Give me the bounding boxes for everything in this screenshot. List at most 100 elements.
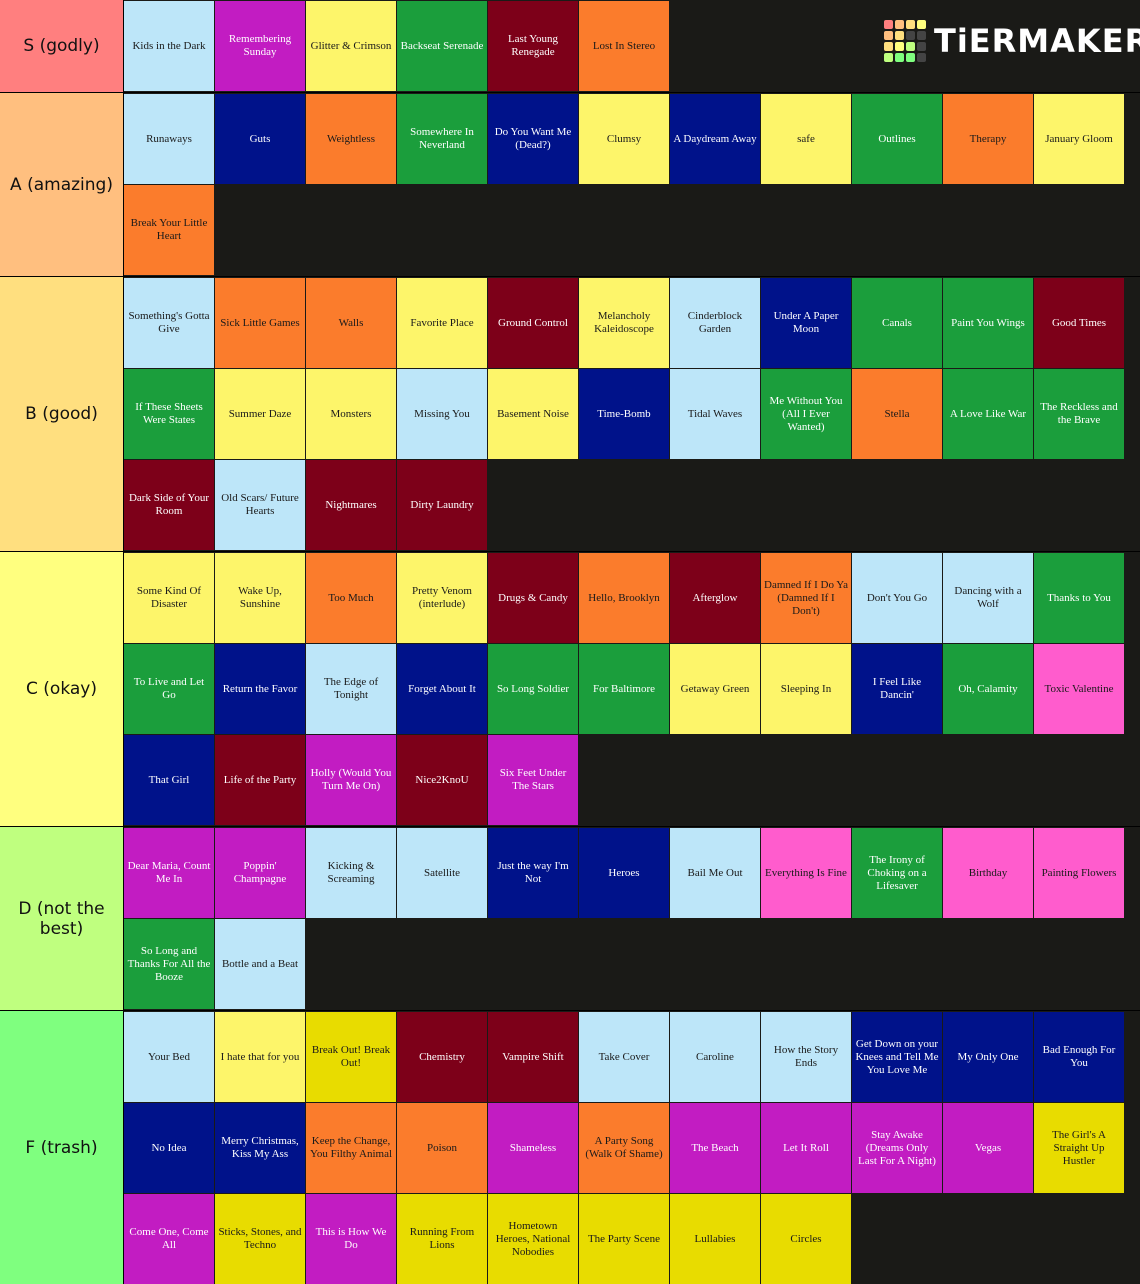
song-tile: The Beach [670,1103,760,1193]
song-tile: Monsters [306,369,396,459]
song-tile: To Live and Let Go [124,644,214,734]
tier-label: C (okay) [0,552,124,826]
song-tile: Just the way I'm Not [488,828,578,918]
song-tile: Everything Is Fine [761,828,851,918]
song-tile: This is How We Do [306,1194,396,1284]
song-tile: Life of the Party [215,735,305,825]
tier-items: Your Bed I hate that for you Break Out! Br… [124,1011,1139,1284]
song-tile: Canals [852,278,942,368]
song-tile: Paint You Wings [943,278,1033,368]
song-tile: Merry Christmas, Kiss My Ass [215,1103,305,1193]
song-tile: Damned If I Do Ya (Damned If I Don't) [761,553,851,643]
song-tile: I Feel Like Dancin' [852,644,942,734]
tier-items: Something's Gotta Give Sick Little Games W… [124,277,1139,551]
tier-row: B (good) Something's Gotta Give Sick Littl… [0,277,1140,552]
song-tile: Let It Roll [761,1103,851,1193]
song-tile: Keep the Change, You Filthy Animal [306,1103,396,1193]
song-tile: Your Bed [124,1012,214,1102]
song-tile: No Idea [124,1103,214,1193]
tier-label: B (good) [0,277,124,551]
song-tile: Bail Me Out [670,828,760,918]
song-tile: Ground Control [488,278,578,368]
song-tile: If These Sheets Were States [124,369,214,459]
song-tile: Outlines [852,94,942,184]
song-tile: Old Scars/ Future Hearts [215,460,305,550]
tier-row: A (amazing) Runaways Guts Weightless Somewhe… [0,93,1140,277]
song-tile: The Girl's A Straight Up Hustler [1034,1103,1124,1193]
song-tile: Get Down on your Knees and Tell Me You L… [852,1012,942,1102]
logo-icon [884,20,926,62]
song-tile: Caroline [670,1012,760,1102]
song-tile: Shameless [488,1103,578,1193]
logo: TiERMAKER [884,20,1140,62]
song-tile: Under A Paper Moon [761,278,851,368]
song-tile: Dirty Laundry [397,460,487,550]
song-tile: Last Young Renegade [488,1,578,91]
song-tile: Lost In Stereo [579,1,669,91]
song-tile: Heroes [579,828,669,918]
song-tile: Break Your Little Heart [124,185,214,275]
tier-items: Some Kind Of Disaster Wake Up, Sunshine To… [124,552,1139,826]
song-tile: Somewhere In Neverland [397,94,487,184]
song-tile: Afterglow [670,553,760,643]
song-tile: Time-Bomb [579,369,669,459]
song-tile: Too Much [306,553,396,643]
song-tile: Drugs & Candy [488,553,578,643]
song-tile: That Girl [124,735,214,825]
song-tile: safe [761,94,851,184]
song-tile: Take Cover [579,1012,669,1102]
song-tile: Vampire Shift [488,1012,578,1102]
song-tile: Running From Lions [397,1194,487,1284]
song-tile: Glitter & Crimson [306,1,396,91]
song-tile: Break Out! Break Out! [306,1012,396,1102]
song-tile: Hello, Brooklyn [579,553,669,643]
song-tile: Therapy [943,94,1033,184]
song-tile: Dear Maria, Count Me In [124,828,214,918]
song-tile: Six Feet Under The Stars [488,735,578,825]
song-tile: A Love Like War [943,369,1033,459]
song-tile: Thanks to You [1034,553,1124,643]
tier-row: F (trash) Your Bed I hate that for you Brea… [0,1011,1140,1284]
tier-items: Dear Maria, Count Me In Poppin' Champagne… [124,827,1139,1010]
song-tile: Dancing with a Wolf [943,553,1033,643]
song-tile: Holly (Would You Turn Me On) [306,735,396,825]
song-tile: Walls [306,278,396,368]
song-tile: Clumsy [579,94,669,184]
song-tile: Oh, Calamity [943,644,1033,734]
song-tile: Kicking & Screaming [306,828,396,918]
song-tile: Chemistry [397,1012,487,1102]
song-tile: How the Story Ends [761,1012,851,1102]
song-tile: The Irony of Choking on a Lifesaver [852,828,942,918]
tier-label: S (godly) [0,0,124,92]
song-tile: Dark Side of Your Room [124,460,214,550]
song-tile: Backseat Serenade [397,1,487,91]
tier-label: F (trash) [0,1011,124,1284]
song-tile: Stella [852,369,942,459]
song-tile: Melancholy Kaleidoscope [579,278,669,368]
song-tile: The Edge of Tonight [306,644,396,734]
tier-row: C (okay) Some Kind Of Disaster Wake Up, Su… [0,552,1140,827]
song-tile: Circles [761,1194,851,1284]
song-tile: Pretty Venom (interlude) [397,553,487,643]
logo-text: TiERMAKER [934,22,1140,60]
song-tile: Don't You Go [852,553,942,643]
song-tile: Good Times [1034,278,1124,368]
tier-row: S (godly) Kids in the Dark Remembering Sun… [0,0,1140,93]
tier-label: D (not the best) [0,827,124,1010]
song-tile: Nice2KnoU [397,735,487,825]
song-tile: Guts [215,94,305,184]
song-tile: Sleeping In [761,644,851,734]
song-tile: Poppin' Champagne [215,828,305,918]
song-tile: For Baltimore [579,644,669,734]
song-tile: Birthday [943,828,1033,918]
song-tile: Vegas [943,1103,1033,1193]
song-tile: Sticks, Stones, and Techno [215,1194,305,1284]
song-tile: My Only One [943,1012,1033,1102]
song-tile: Come One, Come All [124,1194,214,1284]
song-tile: Missing You [397,369,487,459]
song-tile: Favorite Place [397,278,487,368]
song-tile: Getaway Green [670,644,760,734]
song-tile: Bottle and a Beat [215,919,305,1009]
